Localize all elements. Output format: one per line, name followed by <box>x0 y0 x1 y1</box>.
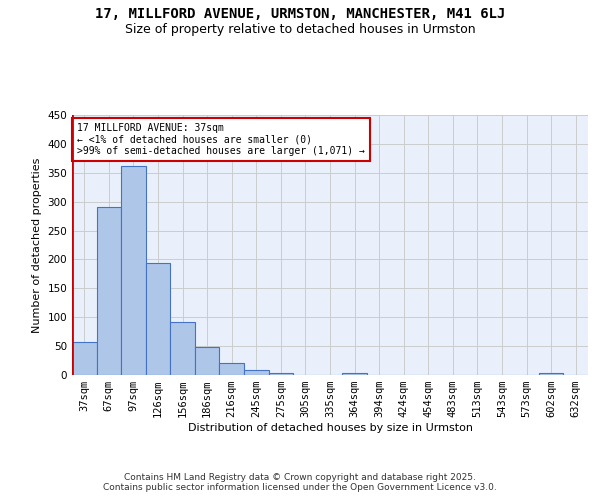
Y-axis label: Number of detached properties: Number of detached properties <box>32 158 42 332</box>
Text: Contains HM Land Registry data © Crown copyright and database right 2025.
Contai: Contains HM Land Registry data © Crown c… <box>103 473 497 492</box>
Bar <box>121 166 146 375</box>
X-axis label: Distribution of detached houses by size in Urmston: Distribution of detached houses by size … <box>187 423 473 433</box>
Bar <box>72 342 97 375</box>
Text: 17 MILLFORD AVENUE: 37sqm
← <1% of detached houses are smaller (0)
>99% of semi-: 17 MILLFORD AVENUE: 37sqm ← <1% of detac… <box>77 123 365 156</box>
Bar <box>342 372 367 375</box>
Bar <box>539 374 563 375</box>
Text: Size of property relative to detached houses in Urmston: Size of property relative to detached ho… <box>125 22 475 36</box>
Bar <box>195 346 220 375</box>
Bar <box>220 364 244 375</box>
Text: 17, MILLFORD AVENUE, URMSTON, MANCHESTER, M41 6LJ: 17, MILLFORD AVENUE, URMSTON, MANCHESTER… <box>95 8 505 22</box>
Bar <box>97 207 121 375</box>
Bar <box>244 370 269 375</box>
Bar <box>170 322 195 375</box>
Bar <box>269 374 293 375</box>
Bar <box>146 264 170 375</box>
